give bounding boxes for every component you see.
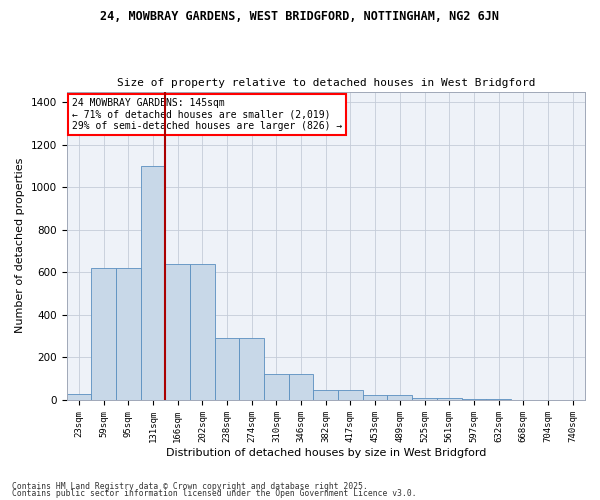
Bar <box>116 268 140 400</box>
Bar <box>91 268 116 400</box>
Bar <box>338 390 363 400</box>
X-axis label: Distribution of detached houses by size in West Bridgford: Distribution of detached houses by size … <box>166 448 486 458</box>
Bar <box>165 264 190 400</box>
Title: Size of property relative to detached houses in West Bridgford: Size of property relative to detached ho… <box>116 78 535 88</box>
Bar <box>461 399 486 400</box>
Bar <box>264 374 289 400</box>
Bar <box>215 338 239 400</box>
Bar <box>313 390 338 400</box>
Bar <box>67 394 91 400</box>
Text: Contains HM Land Registry data © Crown copyright and database right 2025.: Contains HM Land Registry data © Crown c… <box>12 482 368 491</box>
Bar <box>486 399 511 400</box>
Text: Contains public sector information licensed under the Open Government Licence v3: Contains public sector information licen… <box>12 489 416 498</box>
Y-axis label: Number of detached properties: Number of detached properties <box>15 158 25 334</box>
Bar <box>388 395 412 400</box>
Bar <box>239 338 264 400</box>
Bar <box>289 374 313 400</box>
Bar <box>363 395 388 400</box>
Bar <box>140 166 165 400</box>
Bar <box>190 264 215 400</box>
Bar <box>412 398 437 400</box>
Bar <box>437 398 461 400</box>
Text: 24, MOWBRAY GARDENS, WEST BRIDGFORD, NOTTINGHAM, NG2 6JN: 24, MOWBRAY GARDENS, WEST BRIDGFORD, NOT… <box>101 10 499 23</box>
Text: 24 MOWBRAY GARDENS: 145sqm
← 71% of detached houses are smaller (2,019)
29% of s: 24 MOWBRAY GARDENS: 145sqm ← 71% of deta… <box>72 98 342 131</box>
